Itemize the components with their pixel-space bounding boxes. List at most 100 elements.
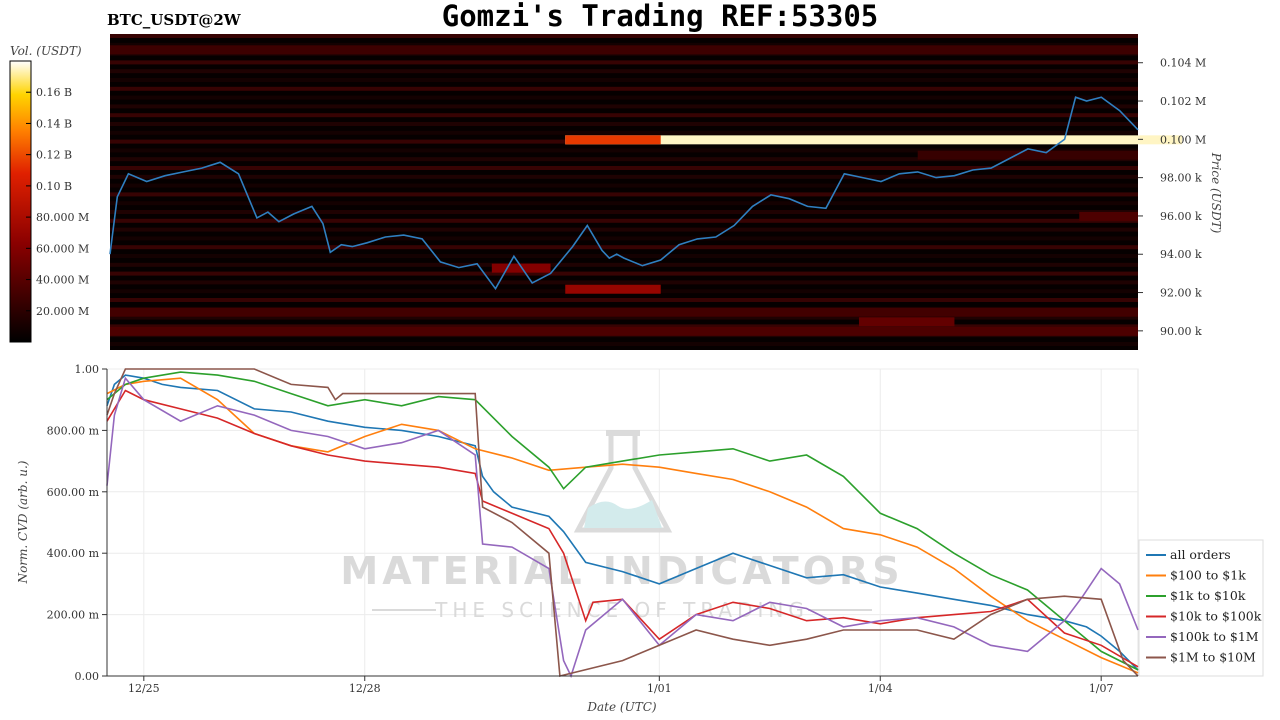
cvd-y-tick-label: 600.00 m (47, 486, 100, 499)
legend-label: $100k to $1M (1170, 629, 1259, 644)
legend-label: $100 to $1k (1170, 568, 1246, 583)
heatmap-band (110, 326, 1138, 336)
price-tick-label: 90.00 k (1160, 325, 1202, 338)
colorbar-tick-label: 20.000 M (36, 305, 89, 318)
price-tick-label: 94.00 k (1160, 248, 1202, 261)
heatmap-stripe (110, 262, 1138, 267)
colorbar-tick-label: 0.16 B (36, 86, 72, 99)
cvd-series-line (106, 368, 1139, 677)
colorbar-ticks: 20.000 M 40.000 M 60.000 M 80.000 M 0.10 B 0.… (26, 86, 89, 318)
heatmap-stripe (110, 69, 1138, 74)
cvd-panel: MATERIAL INDICATORS THE SCIENCE OF TRADI… (16, 363, 1264, 714)
flask-icon (573, 430, 673, 533)
colorbar-gradient (9, 60, 32, 343)
heatmap-stripe (110, 218, 1138, 223)
chart-title: Gomzi's Trading REF:53305 (442, 0, 879, 33)
legend-label: $10k to $100k (1170, 609, 1262, 624)
colorbar-tick-label: 0.14 B (36, 117, 72, 130)
cvd-x-tick-label: 1/07 (1089, 682, 1114, 695)
price-tick-label: 96.00 k (1160, 210, 1202, 223)
legend: all orders $100 to $1k $1k to $10k $10k to … (1138, 539, 1264, 677)
heatmap-stripe (110, 315, 1138, 320)
heatmap-stripe (110, 298, 1138, 302)
cvd-y-axis-label: Norm. CVD (arb. u.) (16, 460, 30, 584)
cvd-x-axis: 12/25 12/28 1/01 1/04 1/07 (107, 675, 1138, 695)
heatmap-stripe (110, 148, 1138, 153)
legend-label: $1k to $10k (1170, 588, 1246, 603)
heatmap-band (1079, 211, 1138, 221)
colorbar-tick-label: 80.000 M (36, 211, 89, 224)
heatmap-stripe (110, 42, 1138, 47)
cvd-x-tick-label: 12/25 (128, 682, 160, 695)
heatmap-stripe (110, 86, 1138, 91)
heatmap-band (110, 45, 1138, 55)
heatmap-stripe (110, 174, 1138, 179)
cvd-y-tick-label: 200.00 m (47, 609, 100, 622)
cvd-series-line (106, 389, 1139, 668)
price-tick-label: 0.104 M (1160, 57, 1206, 70)
price-tick-label: 98.00 k (1160, 172, 1202, 185)
heatmap-background (110, 34, 1138, 350)
heatmap-stripe (110, 192, 1138, 197)
heatmap-stripe (110, 78, 1138, 82)
heatmap-stripe (110, 245, 1138, 250)
heatmap-stripe (110, 60, 1138, 65)
heatmap-stripe (110, 324, 1138, 329)
price-line (109, 96, 1139, 291)
heatmap-stripe (110, 236, 1138, 241)
heatmap-stripe (110, 201, 1138, 206)
colorbar-tick-label: 60.000 M (36, 242, 89, 255)
heatmap-stripe (110, 113, 1138, 118)
heatmap-band (110, 307, 1138, 317)
legend-box (1138, 539, 1264, 677)
heatmap-band (565, 135, 661, 145)
heatmap-stripe (110, 342, 1138, 346)
heatmap-stripe (110, 254, 1138, 258)
heatmap-stripe (110, 104, 1138, 109)
cvd-lines (106, 368, 1139, 679)
cvd-x-tick-label: 12/28 (349, 682, 381, 695)
colorbar-tick-label: 40.000 M (36, 274, 89, 287)
heatmap-band (917, 150, 1138, 160)
cvd-series-line (106, 374, 1139, 671)
heatmap-stripe (110, 95, 1138, 100)
heatmap-stripe (110, 210, 1138, 214)
colorbar-tick-label: 0.10 B (36, 180, 72, 193)
colorbar: 20.000 M 40.000 M 60.000 M 80.000 M 0.10 B 0.… (9, 44, 89, 343)
legend-label: $1M to $10M (1170, 650, 1256, 665)
cvd-y-tick-label: 1.00 (75, 363, 100, 376)
heatmap-stripe (110, 122, 1138, 126)
heatmap-stripe (110, 130, 1138, 135)
cvd-x-axis-label: Date (UTC) (586, 700, 656, 714)
heatmap-stripe (110, 183, 1138, 188)
cvd-series-line (106, 376, 1139, 679)
price-axis-label: Price (USDT) (1209, 152, 1223, 234)
heatmap-stripe (110, 271, 1138, 276)
heatmap-stripe (110, 34, 1138, 38)
price-tick-label: 0.100 M (1160, 133, 1206, 146)
cvd-y-tick-label: 0.00 (75, 670, 100, 683)
cvd-y-axis: 0.00 200.00 m 400.00 m 600.00 m 800.00 m 1.00 (47, 363, 108, 683)
price-axis: 90.00 k 92.00 k 94.00 k 96.00 k 98.00 k 0.100… (1138, 57, 1206, 338)
colorbar-tick-label: 0.12 B (36, 149, 72, 162)
price-tick-label: 0.102 M (1160, 95, 1206, 108)
heatmap-band (565, 284, 661, 294)
price-tick-label: 92.00 k (1160, 287, 1202, 300)
heatmap-panel: 90.00 k 92.00 k 94.00 k 96.00 k 98.00 k 0.100… (109, 34, 1223, 350)
heatmap-band (565, 135, 1183, 145)
cvd-y-tick-label: 400.00 m (47, 547, 100, 560)
symbol-label: BTC_USDT@2W (107, 11, 242, 29)
legend-label: all orders (1170, 547, 1231, 562)
heatmap-stripe (110, 227, 1138, 232)
cvd-x-tick-label: 1/01 (647, 682, 672, 695)
heatmap-band (858, 317, 955, 327)
cvd-y-tick-label: 800.00 m (47, 424, 100, 437)
heatmap-stripe (110, 157, 1138, 162)
heatmap-stripe (110, 166, 1138, 170)
colorbar-label: Vol. (USDT) (10, 44, 82, 58)
cvd-x-tick-label: 1/04 (868, 682, 893, 695)
cvd-series-line (106, 371, 1139, 671)
heatmap-stripe (110, 280, 1138, 285)
cvd-series-line (106, 377, 1139, 674)
